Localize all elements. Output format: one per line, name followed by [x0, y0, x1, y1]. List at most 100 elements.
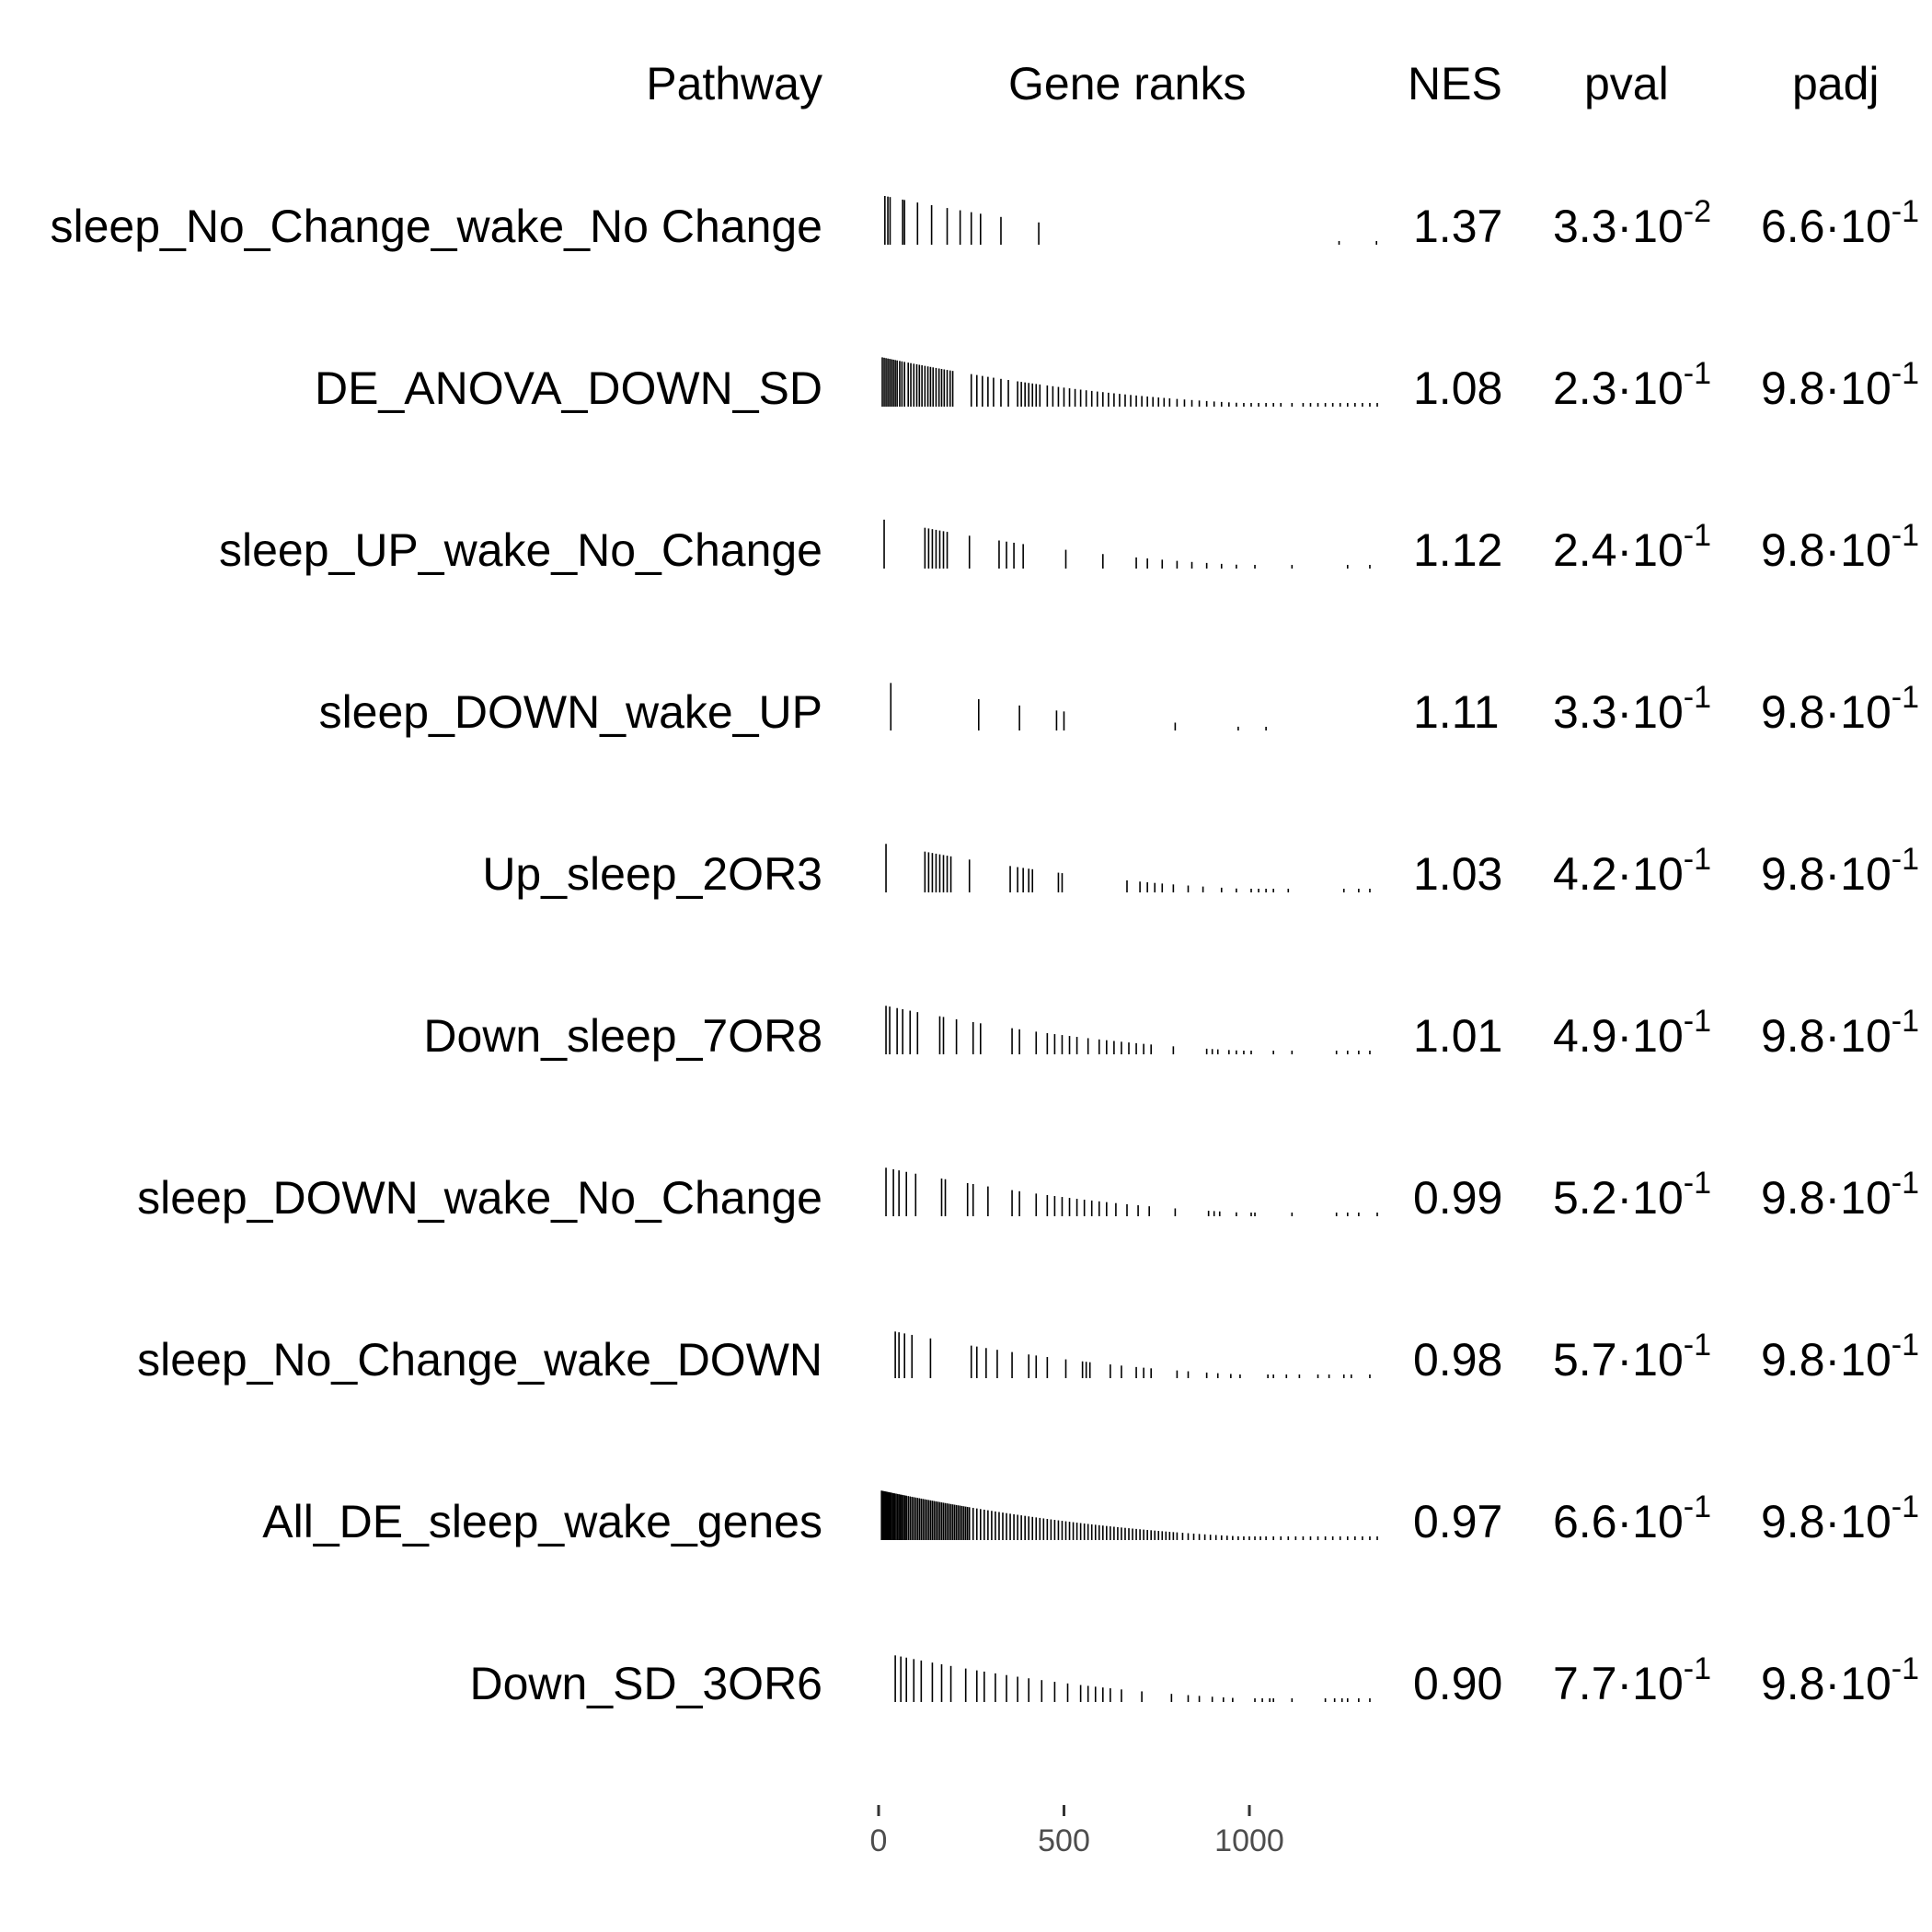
axis-tick-label: 500	[1038, 1823, 1090, 1858]
pval-value-mantissa: 5.2	[1553, 1172, 1617, 1224]
pval-value-exponent: -1	[1683, 680, 1712, 715]
table-row: DE_ANOVA_DOWN_SD 1.08 2.3·10-1 9.8·10-1	[0, 342, 1932, 434]
pval-value-mantissa: 6.6	[1553, 1496, 1617, 1547]
nes-value: 1.37	[1413, 201, 1503, 252]
pathway-label: sleep_DOWN_wake_No_Change	[137, 1172, 822, 1224]
pathway-label: sleep_No_Change_wake_No Change	[50, 201, 822, 252]
padj-value-mantissa: 9.8	[1761, 686, 1825, 738]
padj-value-mantissa: 9.8	[1761, 362, 1825, 414]
pathway-label: sleep_No_Change_wake_DOWN	[137, 1334, 822, 1386]
pathway-label: sleep_DOWN_wake_UP	[318, 686, 822, 738]
padj-value: 9.8·10-1	[1761, 1638, 1919, 1730]
pval-value: 2.4·10-1	[1553, 504, 1711, 596]
table-row: sleep_DOWN_wake_No_Change 0.99 5.2·10-1 9.8…	[0, 1152, 1932, 1244]
nes-value: 1.03	[1413, 848, 1503, 900]
padj-column-header: padj	[1792, 58, 1880, 109]
gene-rank-barcode	[885, 1006, 1371, 1054]
pathway-label: sleep_UP_wake_No_Change	[218, 524, 822, 576]
padj-value-exponent: -1	[1891, 680, 1920, 715]
padj-value-exponent: -1	[1891, 1004, 1920, 1039]
padj-value-exponent: -1	[1891, 518, 1920, 553]
gene-rank-barcode	[894, 1655, 1371, 1702]
pval-value-mantissa: 5.7	[1553, 1334, 1617, 1386]
padj-value-times-sign: ·10	[1824, 1172, 1892, 1224]
padj-value-times-sign: ·10	[1824, 1010, 1892, 1062]
padj-value: 9.8·10-1	[1761, 1476, 1919, 1568]
pval-value-times-sign: ·10	[1616, 686, 1684, 738]
padj-value: 9.8·10-1	[1761, 342, 1919, 434]
pval-value: 5.2·10-1	[1553, 1152, 1711, 1244]
padj-value-times-sign: ·10	[1824, 362, 1892, 414]
pval-value: 4.2·10-1	[1553, 828, 1711, 920]
padj-value-times-sign: ·10	[1824, 201, 1892, 252]
gene-rank-barcode	[885, 844, 1371, 892]
pval-value: 4.9·10-1	[1553, 990, 1711, 1082]
pval-column-header: pval	[1584, 58, 1669, 109]
pval-value-times-sign: ·10	[1616, 1010, 1684, 1062]
nes-value: 1.08	[1413, 362, 1503, 414]
padj-value-mantissa: 6.6	[1761, 201, 1825, 252]
padj-value-mantissa: 9.8	[1761, 1010, 1825, 1062]
gene-rank-barcode	[884, 196, 1378, 245]
pval-value-times-sign: ·10	[1616, 362, 1684, 414]
gene-rank-barcode	[894, 1331, 1371, 1378]
table-row: All_DE_sleep_wake_genes 0.97 6.6·10-1 9.8·1…	[0, 1476, 1932, 1568]
pval-value-mantissa: 2.3	[1553, 362, 1617, 414]
gene-rank-barcode	[890, 683, 1267, 730]
padj-value-times-sign: ·10	[1824, 1496, 1892, 1547]
pval-value-times-sign: ·10	[1616, 524, 1684, 576]
padj-value: 9.8·10-1	[1761, 828, 1919, 920]
padj-value-exponent: -1	[1891, 1328, 1920, 1363]
pval-value-exponent: -1	[1683, 842, 1712, 877]
nes-value: 1.12	[1413, 524, 1503, 576]
padj-value-times-sign: ·10	[1824, 1334, 1892, 1386]
pval-value-exponent: -1	[1683, 1328, 1712, 1363]
pval-value-mantissa: 2.4	[1553, 524, 1617, 576]
table-row: Down_sleep_7OR8 1.01 4.9·10-1 9.8·10-1	[0, 990, 1932, 1082]
axis-tick-label: 0	[870, 1823, 888, 1858]
table-row: sleep_UP_wake_No_Change 1.12 2.4·10-1 9.8·1…	[0, 504, 1932, 596]
padj-value-mantissa: 9.8	[1761, 1334, 1825, 1386]
padj-value-mantissa: 9.8	[1761, 848, 1825, 900]
pval-value: 3.3·10-2	[1553, 180, 1711, 272]
gene-ranks-column-header: Gene ranks	[1008, 58, 1247, 109]
padj-value-mantissa: 9.8	[1761, 1496, 1825, 1547]
pval-value-mantissa: 3.3	[1553, 686, 1617, 738]
pval-value-mantissa: 4.9	[1553, 1010, 1617, 1062]
padj-value-exponent: -1	[1891, 356, 1920, 391]
table-row: Down_SD_3OR6 0.90 7.7·10-1 9.8·10-1	[0, 1638, 1932, 1730]
pval-value-exponent: -1	[1683, 1004, 1712, 1039]
gene-rank-barcode	[881, 357, 1378, 407]
pval-value-mantissa: 7.7	[1553, 1658, 1617, 1709]
nes-value: 0.98	[1413, 1334, 1503, 1386]
padj-value: 9.8·10-1	[1761, 504, 1919, 596]
pval-value-mantissa: 4.2	[1553, 848, 1617, 900]
pval-value: 5.7·10-1	[1553, 1314, 1711, 1406]
pathway-label: Down_sleep_7OR8	[423, 1010, 822, 1062]
pval-value-times-sign: ·10	[1616, 1172, 1684, 1224]
nes-value: 0.97	[1413, 1496, 1503, 1547]
pval-value-exponent: -1	[1683, 518, 1712, 553]
padj-value: 9.8·10-1	[1761, 990, 1919, 1082]
pathway-label: DE_ANOVA_DOWN_SD	[315, 362, 822, 414]
padj-value: 9.8·10-1	[1761, 666, 1919, 758]
pathway-label: Down_SD_3OR6	[469, 1658, 822, 1709]
pathway-label: All_DE_sleep_wake_genes	[262, 1496, 822, 1547]
pval-value: 7.7·10-1	[1553, 1638, 1711, 1730]
padj-value: 9.8·10-1	[1761, 1314, 1919, 1406]
pval-value: 6.6·10-1	[1553, 1476, 1711, 1568]
pval-value-mantissa: 3.3	[1553, 201, 1617, 252]
pval-value: 3.3·10-1	[1553, 666, 1711, 758]
padj-value-times-sign: ·10	[1824, 686, 1892, 738]
nes-value: 0.99	[1413, 1172, 1503, 1224]
table-row: sleep_DOWN_wake_UP 1.11 3.3·10-1 9.8·10-1	[0, 666, 1932, 758]
padj-value-exponent: -1	[1891, 1489, 1920, 1524]
pval-value: 2.3·10-1	[1553, 342, 1711, 434]
gene-rank-barcode	[880, 1490, 1378, 1540]
padj-value-mantissa: 9.8	[1761, 524, 1825, 576]
pval-value-exponent: -1	[1683, 1166, 1712, 1201]
table-row: sleep_No_Change_wake_No Change 1.37 3.3·10…	[0, 180, 1932, 272]
padj-value-exponent: -1	[1891, 194, 1920, 229]
